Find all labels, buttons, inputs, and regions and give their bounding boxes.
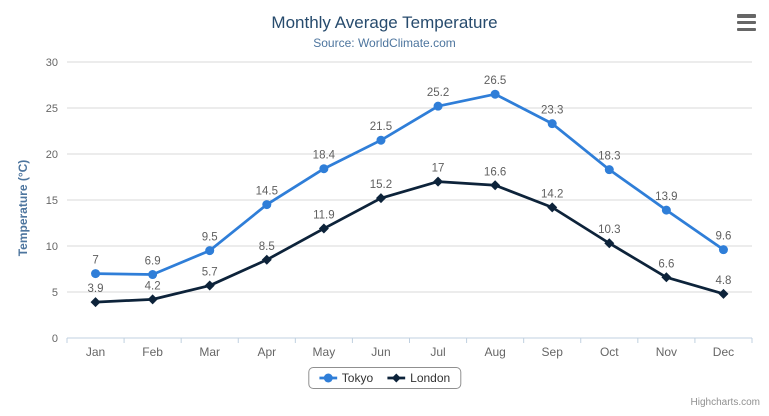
- chart-subtitle: Source: WorldClimate.com: [313, 36, 456, 50]
- highcharts-credits[interactable]: Highcharts.com: [690, 397, 760, 408]
- data-label: 18.4: [313, 150, 336, 162]
- data-label: 14.5: [256, 186, 278, 198]
- data-point-tokyo[interactable]: [148, 270, 158, 280]
- data-label: 14.2: [541, 188, 563, 200]
- data-label: 23.3: [541, 105, 563, 117]
- legend-label: London: [410, 371, 451, 385]
- data-label: 5.7: [202, 267, 218, 279]
- series-line-london[interactable]: [95, 180, 724, 304]
- data-point-tokyo[interactable]: [547, 119, 557, 129]
- data-label: 3.9: [88, 283, 104, 295]
- hamburger-bar: [737, 14, 756, 18]
- hamburger-bar: [737, 20, 756, 25]
- data-label: 4.2: [145, 280, 161, 292]
- data-label: 26.5: [484, 75, 506, 87]
- x-axis-label: Sep: [542, 345, 564, 359]
- data-label: 25.2: [427, 87, 449, 99]
- data-point-tokyo[interactable]: [604, 165, 614, 175]
- data-point-london[interactable]: [718, 288, 729, 299]
- data-point-london[interactable]: [661, 272, 672, 283]
- data-label: 15.2: [370, 179, 392, 191]
- x-axis-label: Apr: [257, 345, 276, 359]
- y-axis-label: 0: [52, 333, 58, 345]
- data-label: 8.5: [259, 241, 275, 253]
- y-axis-label: 5: [52, 287, 58, 299]
- x-axis-label: Oct: [600, 345, 619, 359]
- data-label: 7: [92, 255, 98, 267]
- data-point-tokyo[interactable]: [91, 269, 101, 279]
- hamburger-bar: [737, 27, 756, 31]
- y-axis-title: Temperature (°C): [16, 159, 30, 257]
- data-label: 18.3: [598, 151, 620, 163]
- data-point-london[interactable]: [433, 176, 444, 187]
- x-axis-label: Jan: [86, 345, 105, 359]
- data-label: 11.9: [313, 210, 335, 222]
- y-axis-label: 30: [46, 57, 58, 69]
- data-point-london[interactable]: [490, 180, 501, 191]
- legend-item-london[interactable]: London: [387, 371, 450, 385]
- data-point-london[interactable]: [204, 280, 215, 291]
- data-label: 17: [432, 163, 445, 175]
- data-label: 10.3: [598, 224, 620, 236]
- data-label: 9.5: [202, 232, 218, 244]
- export-menu-hamburger-icon[interactable]: [737, 14, 756, 31]
- data-point-london[interactable]: [604, 238, 615, 249]
- y-axis-label: 15: [46, 195, 58, 207]
- data-label: 6.6: [658, 258, 674, 270]
- x-axis-label: Mar: [199, 345, 220, 359]
- legend-item-tokyo[interactable]: Tokyo: [318, 371, 374, 385]
- data-point-london[interactable]: [147, 294, 158, 305]
- data-label: 16.6: [484, 166, 506, 178]
- data-point-tokyo[interactable]: [376, 135, 386, 145]
- data-point-tokyo[interactable]: [718, 245, 728, 255]
- data-point-tokyo[interactable]: [262, 200, 272, 210]
- data-point-london[interactable]: [90, 297, 101, 308]
- data-point-tokyo[interactable]: [433, 101, 443, 111]
- data-label: 6.9: [145, 256, 161, 268]
- series-line-tokyo[interactable]: [95, 92, 725, 276]
- x-axis-label: Jun: [371, 345, 390, 359]
- x-axis-label: May: [313, 345, 336, 359]
- data-point-london[interactable]: [375, 193, 386, 204]
- data-point-london[interactable]: [261, 254, 272, 265]
- data-label: 21.5: [370, 121, 392, 133]
- data-point-tokyo[interactable]: [490, 89, 500, 99]
- data-label: 13.9: [655, 191, 677, 203]
- data-label: 9.6: [715, 231, 731, 243]
- y-axis-label: 25: [46, 103, 58, 115]
- legend-marker-tokyo-icon: [318, 373, 337, 383]
- data-point-tokyo[interactable]: [319, 164, 329, 174]
- chart-title: Monthly Average Temperature: [271, 13, 498, 32]
- x-axis-label: Feb: [142, 345, 163, 359]
- legend-label: Tokyo: [341, 371, 374, 385]
- x-axis-label: Dec: [713, 345, 734, 359]
- y-axis-label: 10: [46, 241, 58, 253]
- x-axis-label: Nov: [656, 345, 677, 359]
- data-label: 4.8: [715, 275, 731, 287]
- x-axis-label: Aug: [484, 345, 505, 359]
- data-point-london[interactable]: [318, 223, 329, 234]
- data-point-tokyo[interactable]: [661, 205, 671, 215]
- data-point-london[interactable]: [547, 202, 558, 213]
- legend: Tokyo London: [307, 367, 462, 389]
- data-point-tokyo[interactable]: [205, 246, 215, 256]
- legend-marker-london-icon: [387, 373, 406, 383]
- x-axis-label: Jul: [430, 345, 445, 359]
- y-axis-label: 20: [46, 149, 58, 161]
